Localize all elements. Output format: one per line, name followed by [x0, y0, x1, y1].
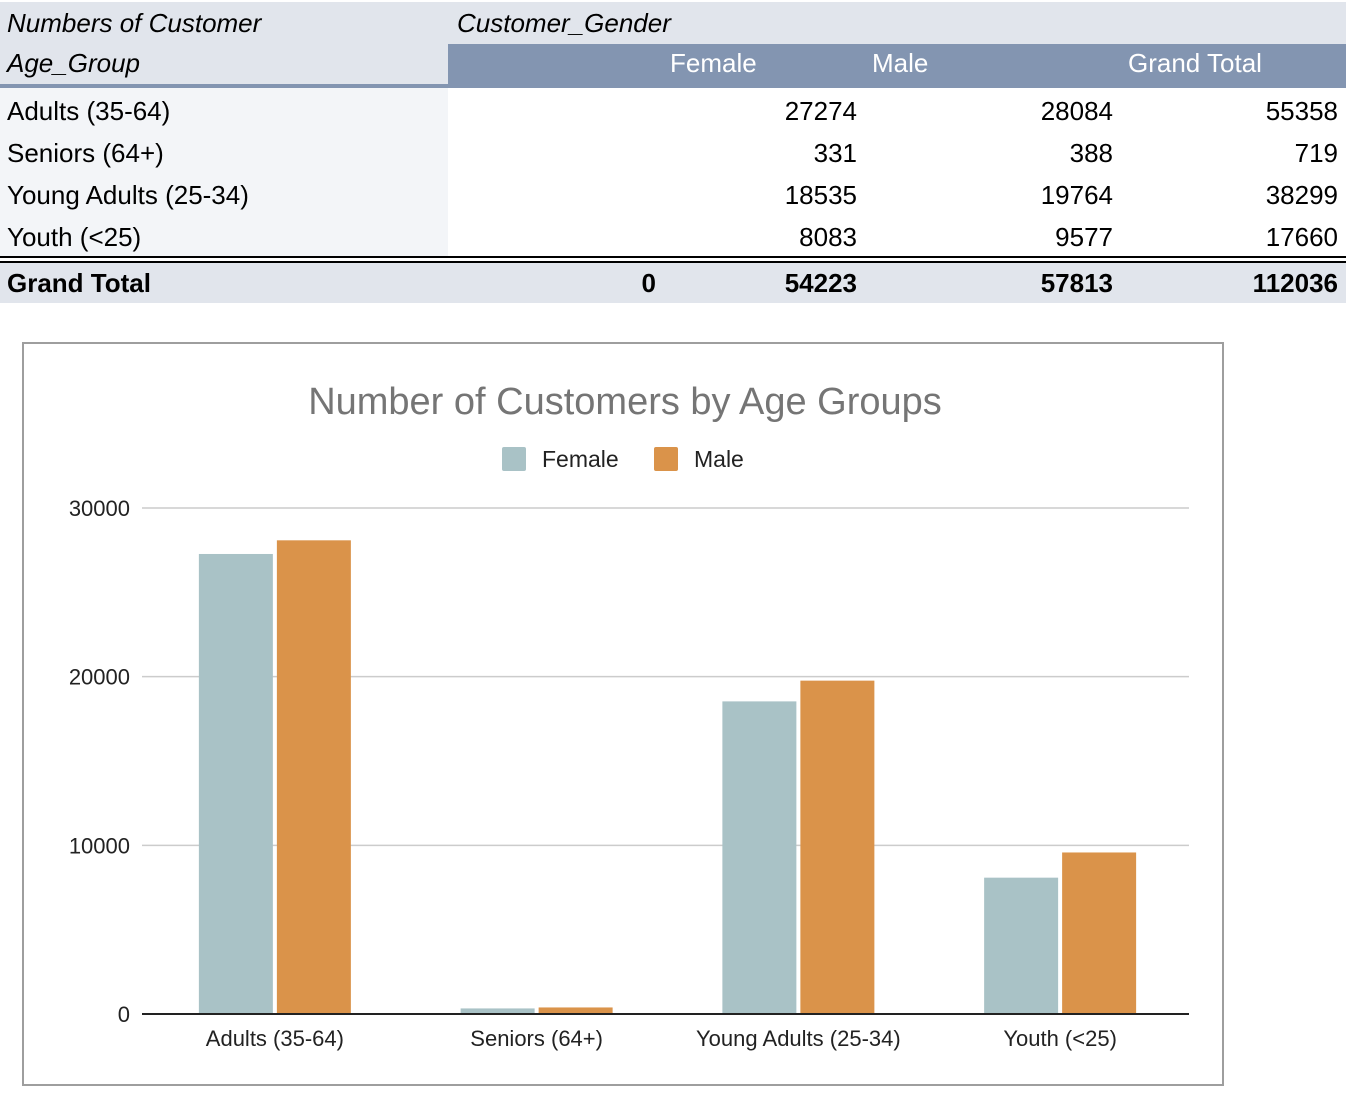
cell-total: 719	[1294, 138, 1338, 168]
grand-total-label: Grand Total	[7, 268, 151, 298]
column-header-male: Male	[872, 48, 929, 78]
bar-female-1[interactable]	[460, 1008, 535, 1014]
legend-swatch-female	[502, 447, 526, 471]
cell-female: 331	[813, 138, 857, 168]
column-field-label[interactable]: Customer_Gender	[457, 8, 671, 38]
cell-male: 388	[1069, 138, 1113, 168]
grand-total-rule-bottom	[0, 261, 1346, 263]
y-tick-label: 10000	[69, 833, 130, 858]
x-tick-label: Adults (35-64)	[206, 1026, 344, 1051]
bar-female-0[interactable]	[198, 553, 273, 1014]
chart-legend[interactable]: Female Male	[502, 446, 744, 472]
row-field-band	[0, 44, 448, 86]
bar-male-1[interactable]	[538, 1007, 613, 1014]
grand-total-male: 57813	[1040, 268, 1113, 298]
column-header-grand-total: Grand Total	[1128, 48, 1262, 78]
grand-total-band	[0, 263, 1346, 303]
chart-container[interactable]: Number of Customers by Age Groups Female…	[22, 342, 1224, 1086]
x-tick-label: Seniors (64+)	[470, 1026, 603, 1051]
column-header-band	[448, 44, 1346, 88]
cell-male: 28084	[1040, 96, 1113, 126]
cell-male: 9577	[1055, 222, 1113, 252]
chart-title: Number of Customers by Age Groups	[308, 381, 942, 423]
cell-total: 38299	[1265, 180, 1338, 210]
y-tick-label: 0	[118, 1002, 130, 1027]
x-tick-label: Youth (<25)	[1003, 1026, 1117, 1051]
row-field-underline	[0, 84, 448, 88]
row-label: Youth (<25)	[7, 222, 142, 252]
grand-total-blank: 0	[641, 268, 656, 298]
row-label: Seniors (64+)	[7, 138, 164, 168]
row-label: Young Adults (25-34)	[7, 180, 249, 210]
grand-total-rule-top	[0, 256, 1346, 258]
legend-label-male[interactable]: Male	[694, 446, 744, 472]
cell-female: 27274	[784, 96, 857, 126]
legend-swatch-male	[654, 447, 678, 471]
row-field-label[interactable]: Age_Group	[7, 48, 140, 78]
cell-total: 55358	[1265, 96, 1338, 126]
grand-total-female: 54223	[784, 268, 857, 298]
cell-female: 8083	[799, 222, 857, 252]
x-axis: Adults (35-64) Seniors (64+) Young Adults …	[142, 1013, 1189, 1051]
bar-male-3[interactable]	[1062, 852, 1137, 1014]
chart-bars	[198, 540, 1137, 1014]
x-tick-label: Young Adults (25-34)	[696, 1026, 901, 1051]
y-tick-label: 20000	[69, 665, 130, 690]
row-label-band	[0, 88, 448, 256]
column-header-female: Female	[670, 48, 757, 78]
y-axis: 0 10000 20000 30000	[69, 496, 130, 1027]
bar-female-2[interactable]	[722, 701, 797, 1014]
grand-total-total: 112036	[1252, 268, 1338, 298]
bar-chart: Number of Customers by Age Groups Female…	[69, 381, 1189, 1051]
bar-female-3[interactable]	[984, 877, 1059, 1014]
pivot-corner-label: Numbers of Customer	[7, 8, 262, 38]
row-label: Adults (35-64)	[7, 96, 171, 126]
y-tick-label: 30000	[69, 496, 130, 521]
bar-male-0[interactable]	[276, 540, 351, 1014]
bar-male-2[interactable]	[800, 680, 875, 1014]
pivot-header-band	[0, 2, 1346, 44]
cell-total: 17660	[1265, 222, 1338, 252]
cell-male: 19764	[1040, 180, 1113, 210]
cell-female: 18535	[784, 180, 857, 210]
legend-label-female[interactable]: Female	[542, 446, 619, 472]
